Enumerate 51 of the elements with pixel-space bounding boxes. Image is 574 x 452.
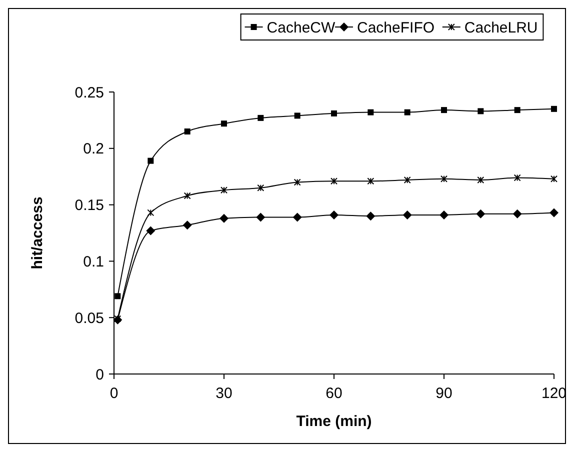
point (512, 209, 522, 218)
x-tick-label: 0 (110, 385, 118, 402)
point (184, 192, 191, 200)
point (368, 109, 374, 116)
x-axis-title: Time (min) (296, 413, 372, 430)
y-tick-label: 0.2 (83, 140, 104, 158)
point (404, 176, 411, 184)
point (441, 107, 447, 114)
point (256, 212, 266, 222)
point (440, 175, 448, 182)
point (184, 128, 190, 134)
point (257, 184, 264, 192)
point (220, 186, 228, 194)
point (221, 120, 227, 127)
point (148, 158, 154, 164)
point (294, 112, 300, 119)
y-tick-label: 0.25 (74, 84, 104, 102)
point (147, 209, 154, 216)
point (478, 108, 484, 114)
y-axis-title: hit/access (29, 196, 46, 270)
point (404, 109, 410, 116)
legend-label: CacheCW (266, 19, 336, 36)
point (182, 220, 192, 230)
point (294, 178, 301, 186)
point (330, 178, 338, 185)
y-tick-label: 0 (96, 366, 104, 384)
point (258, 114, 264, 121)
point (550, 208, 558, 218)
point (477, 176, 484, 184)
point (220, 214, 228, 223)
point (146, 226, 156, 236)
x-tick-label: 60 (326, 385, 342, 402)
legend-label: CacheFIFO (357, 19, 435, 36)
point (292, 212, 302, 222)
x-tick-label: 30 (216, 385, 232, 402)
y-tick-label: 0.1 (83, 253, 104, 270)
point (366, 212, 376, 221)
point (551, 106, 557, 112)
point (514, 174, 521, 182)
legend-label: CacheLRU (464, 19, 538, 36)
point (440, 210, 448, 220)
point (476, 209, 486, 218)
point (330, 210, 338, 220)
point (367, 178, 374, 185)
y-tick-label: 0.05 (74, 310, 104, 327)
y-tick-label: 0.15 (74, 197, 104, 214)
point (402, 210, 412, 220)
x-tick-label: 90 (436, 385, 452, 402)
point (114, 293, 121, 300)
point (331, 110, 337, 116)
point (514, 107, 520, 114)
